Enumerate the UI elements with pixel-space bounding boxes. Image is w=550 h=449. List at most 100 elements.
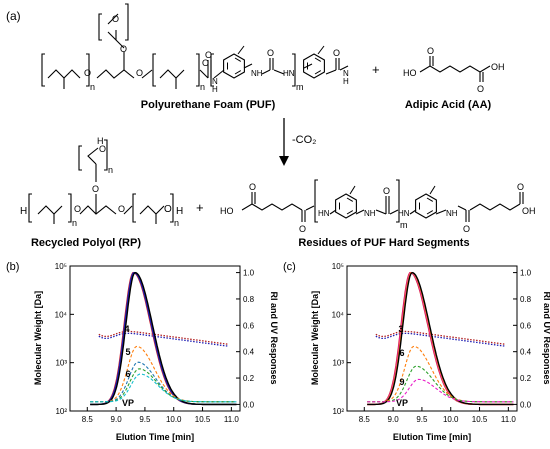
series-line: [367, 271, 514, 406]
y-left-axis-label: Molecular Weight [Da]: [33, 291, 43, 385]
y-right-tick-label: 0.4: [520, 348, 532, 357]
x-tick-label: 9.5: [139, 415, 151, 424]
svg-text:O: O: [136, 68, 143, 78]
plot-frame: [69, 265, 241, 412]
series-group: [90, 271, 237, 406]
y-right-axis-label: RI and UV Responses: [542, 291, 550, 384]
y-right-tick-label: 0.8: [520, 295, 532, 304]
y-left-tick-label: 10³: [332, 359, 344, 368]
svg-text:O: O: [112, 14, 119, 24]
y-right-tick-label: 0.4: [243, 348, 255, 357]
svg-text:N: N: [343, 69, 349, 78]
svg-text:O: O: [427, 46, 434, 56]
svg-text:n: n: [174, 218, 179, 228]
svg-text:O: O: [118, 204, 125, 214]
series-line: [90, 271, 237, 406]
x-axis-label: Elution Time [min]: [116, 432, 194, 442]
series-line: [367, 378, 514, 403]
svg-text:NH: NH: [364, 209, 376, 218]
axis-ticks: 8.5 9.0 9.5 10.0 10.5 11.0 10² 10³ 10⁴ 10⁵ 0.0 0.2 0…: [332, 262, 532, 424]
y-right-tick-label: 0.6: [520, 321, 532, 330]
curve-label: 9: [399, 377, 404, 387]
svg-text:n: n: [200, 82, 205, 92]
series-line: [367, 365, 514, 403]
svg-text:HN: HN: [398, 209, 410, 218]
curve-label: 4: [124, 324, 129, 334]
svg-text:HN: HN: [318, 209, 330, 218]
svg-text:O: O: [517, 182, 524, 192]
y-right-tick-label: 0.0: [243, 400, 255, 409]
aa-label: Adipic Acid (AA): [405, 99, 492, 111]
y-left-tick-label: 10²: [332, 407, 344, 416]
puf-label: Polyurethane Foam (PUF): [141, 99, 276, 111]
svg-text:HO: HO: [220, 206, 234, 216]
curve-label: 3: [398, 324, 403, 334]
svg-text:H: H: [212, 85, 218, 94]
svg-text:NH: NH: [446, 209, 458, 218]
curve-label: 5: [125, 347, 130, 357]
svg-text:O: O: [74, 204, 81, 214]
y-left-tick-label: 10³: [55, 359, 67, 368]
svg-text:O: O: [164, 204, 172, 215]
panel-label-a: (a): [6, 9, 21, 23]
hs-label: Residues of PUF Hard Segments: [298, 237, 469, 249]
svg-text:H: H: [343, 77, 349, 86]
svg-text:O: O: [267, 48, 274, 58]
mw-trace: [98, 330, 229, 345]
y-left-tick-label: 10⁵: [55, 262, 67, 271]
y-right-tick-label: 1.0: [243, 269, 255, 278]
y-left-tick-label: 10⁴: [55, 310, 68, 319]
rp-label: Recycled Polyol (RP): [31, 237, 141, 249]
x-axis-label: Elution Time [min]: [393, 432, 471, 442]
svg-text:N: N: [212, 77, 218, 86]
svg-text:H: H: [97, 136, 104, 146]
puf-structure: [41, 3, 349, 89]
plus-sign-bottom: +: [196, 200, 204, 215]
arrow-label: -CO₂: [292, 134, 316, 146]
svg-text:O: O: [202, 58, 209, 68]
series-line: [90, 373, 237, 403]
x-tick-label: 8.5: [359, 415, 371, 424]
x-tick-label: 11.0: [501, 415, 517, 424]
y-right-axis-label: RI and UV Responses: [269, 291, 279, 384]
reaction-scheme: (a): [6, 3, 536, 249]
y-right-tick-label: 0.2: [520, 374, 532, 383]
curve-label: VP: [396, 398, 408, 408]
curve-label: 6: [399, 348, 404, 358]
hs-structure: [241, 179, 524, 223]
svg-text:HO: HO: [403, 68, 417, 78]
svg-text:O: O: [84, 68, 91, 78]
y-right-tick-label: 1.0: [520, 269, 532, 278]
gpc-chart-c: (c) 8.5 9.0 9.5 10.0 10.5 11.0 10² 10³ 10⁴ 10⁵ 0.0…: [283, 261, 550, 442]
axis-ticks: 8.5 9.0 9.5 10.0 10.5 11.0 10² 10³ 10⁴ 10⁵ 0.0 0.2 0…: [55, 262, 255, 424]
x-tick-label: 9.0: [388, 415, 400, 424]
svg-text:O: O: [92, 184, 99, 194]
mw-trace: [375, 332, 506, 347]
svg-text:H: H: [20, 206, 27, 217]
adipic-acid-structure: [419, 56, 491, 82]
x-tick-label: 10.5: [472, 415, 488, 424]
x-tick-label: 9.5: [416, 415, 428, 424]
x-tick-label: 10.0: [166, 415, 182, 424]
svg-text:O: O: [333, 48, 340, 58]
series-group: [367, 271, 514, 406]
y-left-tick-label: 10⁵: [332, 262, 344, 271]
svg-text:O: O: [120, 44, 127, 54]
x-tick-label: 10.5: [195, 415, 211, 424]
svg-text:n: n: [108, 165, 113, 175]
plus-sign-top: +: [372, 62, 380, 77]
y-left-tick-label: 10⁴: [332, 310, 345, 319]
x-tick-label: 8.5: [82, 415, 94, 424]
y-left-tick-label: 10²: [55, 407, 67, 416]
svg-text:m: m: [400, 220, 408, 230]
svg-text:OH: OH: [522, 206, 536, 216]
panel-label-b: (b): [6, 261, 19, 273]
y-right-tick-label: 0.2: [243, 374, 255, 383]
svg-text:m: m: [296, 82, 304, 92]
y-left-axis-label: Molecular Weight [Da]: [310, 291, 320, 385]
svg-text:O: O: [99, 144, 106, 154]
curve-label: 6: [125, 369, 130, 379]
gpc-chart-b: (b) 8.5 9.0 9.5 10.0 10.5 11.0 10² 10³ 10⁴ 10⁵ 0.0…: [6, 261, 279, 442]
svg-text:HN: HN: [283, 69, 295, 78]
